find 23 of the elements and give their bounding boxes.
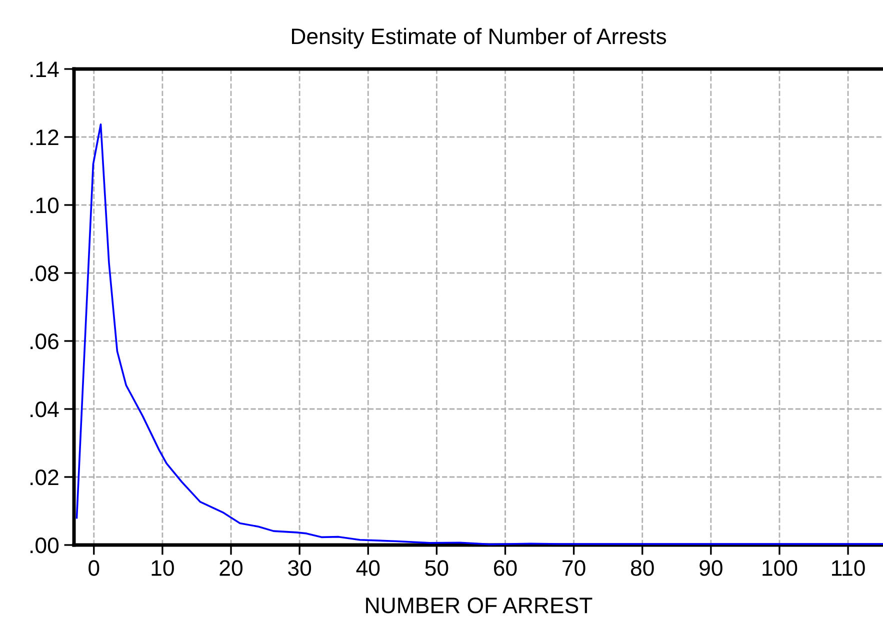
- x-tick-label: 90: [700, 560, 722, 576]
- x-tick-label: 10: [152, 560, 174, 576]
- y-tick-label: .12: [30, 130, 58, 146]
- x-tick-label: 50: [425, 560, 448, 576]
- x-tick-label: 60: [494, 560, 517, 576]
- x-tick-label: 20: [220, 560, 242, 576]
- x-tick-label: 70: [562, 560, 586, 576]
- y-tick-label: .06: [30, 334, 58, 350]
- line-series: [76, 124, 883, 546]
- x-axis-title: NUMBER OF ARREST: [366, 598, 592, 614]
- y-tick-label: .14: [30, 62, 59, 78]
- chart-title: Density Estimate of Number of Arrests: [292, 28, 666, 49]
- y-tick-label: .10: [30, 198, 59, 214]
- x-tick-label: 40: [356, 560, 380, 576]
- y-tick-label: .02: [30, 470, 58, 486]
- y-tick-label: .08: [30, 266, 58, 282]
- x-tick-label: 80: [630, 560, 654, 576]
- x-tick-label: 0: [88, 560, 100, 576]
- y-tick-label: .04: [30, 402, 59, 418]
- x-tick-label: 110: [832, 560, 865, 576]
- x-tick-label: 30: [288, 560, 312, 576]
- x-tick-label: 100: [762, 560, 798, 576]
- y-tick-label: .00: [30, 538, 59, 554]
